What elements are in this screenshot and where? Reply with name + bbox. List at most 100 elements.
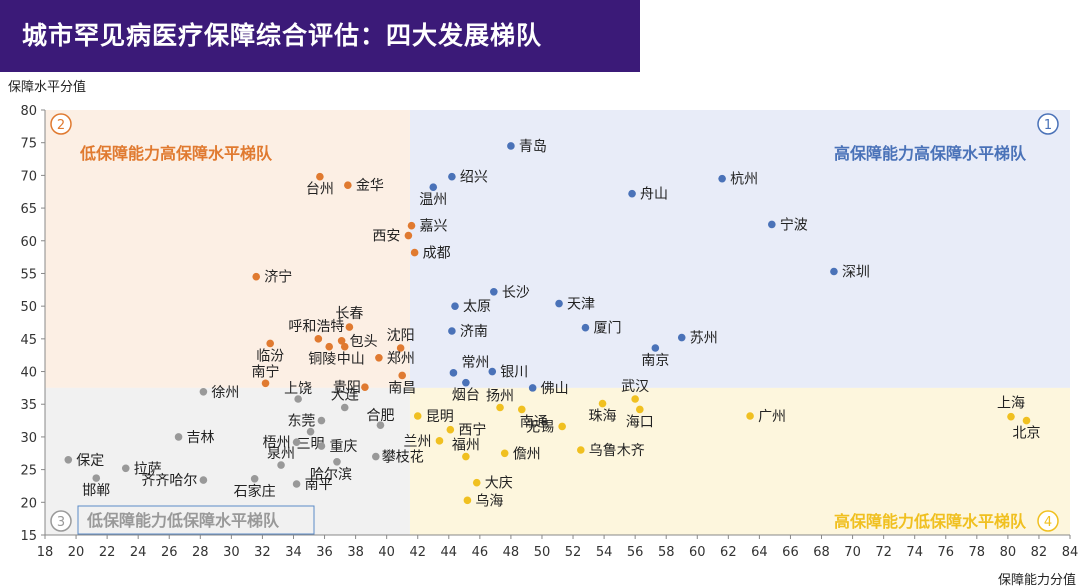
x-tick-label: 50	[534, 545, 551, 560]
x-tick-label: 34	[285, 545, 302, 560]
data-label: 嘉兴	[420, 219, 448, 235]
data-label: 金华	[356, 178, 384, 194]
x-tick-label: 18	[37, 545, 54, 560]
quadrant-3-title: 低保障能力低保障水平梯队	[86, 511, 280, 530]
data-point	[718, 174, 726, 183]
data-label: 合肥	[366, 408, 394, 424]
quadrant-2-badge	[50, 113, 72, 135]
data-label: 重庆	[329, 439, 357, 455]
x-tick-label: 30	[223, 545, 240, 560]
data-point	[345, 323, 354, 331]
x-tick-label: 70	[844, 545, 861, 560]
y-tick-label: 15	[20, 529, 37, 544]
data-label: 徐州	[211, 385, 239, 401]
data-point	[746, 412, 754, 420]
data-label: 贵阳	[333, 380, 361, 396]
data-point	[407, 221, 416, 230]
data-point	[463, 496, 472, 505]
data-label: 南昌	[388, 380, 416, 396]
data-point	[64, 456, 73, 464]
data-label: 广州	[758, 409, 786, 425]
data-point	[429, 183, 438, 191]
data-point	[448, 327, 456, 335]
data-label: 扬州	[486, 389, 514, 405]
data-label: 呼和浩特	[288, 319, 344, 335]
data-point	[261, 379, 270, 388]
data-label: 南宁	[252, 363, 280, 380]
data-label: 吉林	[187, 430, 215, 446]
data-point	[451, 302, 459, 310]
data-point	[488, 367, 497, 376]
data-label: 兰州	[403, 434, 431, 450]
data-point	[768, 220, 776, 229]
data-point	[294, 395, 302, 403]
data-label: 宁波	[780, 216, 808, 233]
data-label: 沈阳	[387, 328, 415, 344]
data-point	[333, 457, 341, 466]
data-point	[306, 427, 315, 436]
y-tick-label: 25	[20, 464, 37, 479]
data-point	[266, 339, 274, 348]
x-tick-label: 72	[875, 545, 892, 560]
data-label: 北京	[1013, 426, 1041, 442]
data-label: 中山	[337, 352, 365, 368]
data-label: 齐齐哈尔	[141, 473, 197, 489]
data-point	[340, 342, 349, 351]
x-tick-label: 36	[316, 545, 333, 560]
data-point	[325, 342, 334, 351]
x-tick-label: 78	[969, 545, 986, 560]
y-tick-label: 30	[20, 431, 37, 446]
data-point	[250, 474, 259, 483]
x-tick-label: 46	[472, 545, 489, 560]
x-tick-label: 56	[627, 545, 644, 560]
data-label: 常州	[461, 355, 489, 371]
data-point	[398, 371, 406, 380]
data-point	[472, 478, 481, 487]
x-tick-label: 42	[409, 545, 426, 560]
x-tick-label: 26	[161, 545, 178, 560]
x-tick-label: 20	[68, 545, 85, 560]
data-point	[598, 399, 607, 408]
data-label: 天津	[567, 297, 595, 313]
quadrant-3-background	[45, 387, 410, 535]
x-tick-label: 44	[441, 545, 458, 560]
data-label: 厦门	[593, 321, 621, 337]
y-tick-label: 70	[20, 169, 37, 184]
x-tick-label: 58	[658, 545, 675, 560]
data-point	[449, 369, 458, 377]
data-label: 温州	[419, 192, 447, 208]
data-label: 济南	[460, 324, 488, 340]
x-tick-label: 64	[751, 545, 768, 560]
quadrant-2-number: 2	[57, 118, 65, 133]
data-point	[410, 248, 419, 257]
y-tick-label: 80	[20, 104, 37, 119]
data-point	[199, 476, 208, 484]
data-point	[1022, 416, 1031, 425]
data-label: 绍兴	[460, 170, 488, 186]
data-label: 舟山	[640, 187, 668, 203]
data-label: 佛山	[541, 381, 569, 397]
data-point	[252, 272, 261, 281]
data-label: 临汾	[256, 348, 284, 364]
data-label: 哈尔滨	[310, 467, 352, 483]
quadrant-3-title-frame	[77, 505, 315, 535]
data-label: 三明	[297, 437, 325, 453]
data-point	[340, 403, 349, 412]
data-label: 武汉	[621, 379, 649, 395]
data-label: 大连	[331, 388, 359, 404]
x-tick-label: 62	[720, 545, 737, 560]
data-point	[413, 412, 422, 420]
data-point	[174, 433, 183, 441]
data-label: 烟台	[452, 388, 480, 404]
x-tick-label: 48	[503, 545, 520, 560]
data-point	[517, 405, 526, 414]
y-tick-label: 65	[20, 202, 37, 217]
x-tick-label: 28	[192, 545, 209, 560]
data-label: 梧州	[263, 435, 291, 451]
data-label: 银川	[500, 365, 528, 381]
data-label: 上海	[997, 396, 1025, 412]
data-point	[292, 480, 301, 488]
data-point	[435, 437, 444, 445]
x-tick-label: 40	[378, 545, 395, 560]
